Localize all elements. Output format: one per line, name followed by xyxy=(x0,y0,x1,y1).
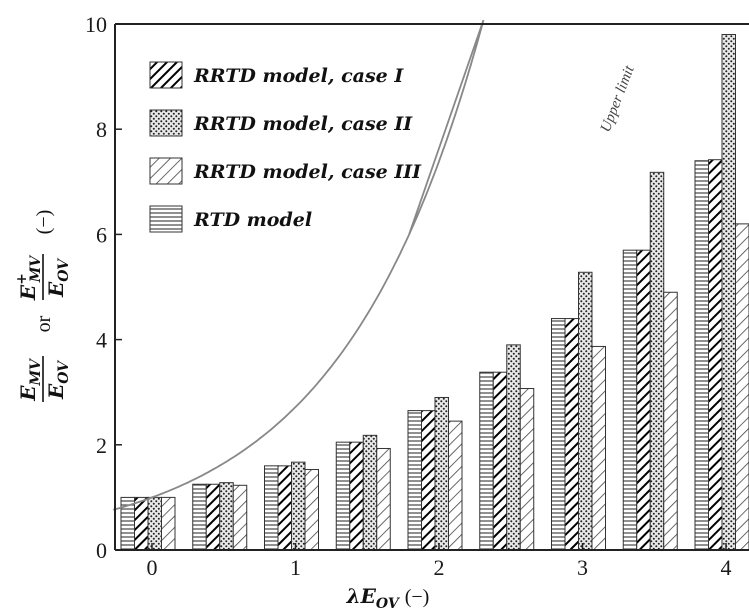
bar-rrtd-model-case-i-3 xyxy=(349,441,364,551)
bar-rrtd-model-case-ii-4 xyxy=(434,396,449,551)
bar-rtd-model-5 xyxy=(479,371,494,551)
bar-rrtd-model-case-ii-2 xyxy=(291,461,306,551)
y-axis-label: EMV EOV or E+MV EOV (−) xyxy=(14,210,72,402)
y-label-num2-sub: MV xyxy=(28,254,44,283)
bar-rtd-model-7 xyxy=(622,249,638,551)
x-tick-label-2: 2 xyxy=(434,555,445,580)
bar-rtd-model-3 xyxy=(335,441,351,551)
x-tick-label-4: 4 xyxy=(721,555,732,580)
bar-rrtd-model-case-iii-3 xyxy=(376,447,391,551)
bar-rtd-model-2 xyxy=(264,465,279,551)
bar-rtd-model-8 xyxy=(694,160,709,551)
bar-rrtd-model-case-ii-1 xyxy=(219,482,234,551)
legend-label-rrtd-model-case-ii: RRTD model, case II xyxy=(193,113,413,135)
y-tick-label-4: 8 xyxy=(96,117,107,142)
svg-text:EOV: EOV xyxy=(44,359,72,400)
legend-swatch-rrtd-model-case-ii xyxy=(149,109,183,137)
bar-rtd-model-4 xyxy=(407,410,422,551)
y-label-num2-sup: + xyxy=(14,273,30,285)
legend-label-rrtd-model-case-iii: RRTD model, case III xyxy=(193,161,422,183)
legend-swatch-rrtd-model-case-iii xyxy=(149,157,183,185)
bar-rrtd-model-case-iii-6 xyxy=(591,345,606,551)
y-tick-label-3: 6 xyxy=(96,222,107,247)
bar-rrtd-model-case-iii-4 xyxy=(448,420,463,551)
bar-rrtd-model-case-ii-6 xyxy=(578,271,593,551)
y-label-or: or xyxy=(33,315,55,332)
bar-rrtd-model-case-ii-7 xyxy=(649,171,665,551)
y-label-unit: (−) xyxy=(33,210,55,235)
y-tick-label-1: 2 xyxy=(96,433,107,458)
bar-rrtd-model-case-iii-1 xyxy=(232,484,248,551)
bar-rrtd-model-case-i-8 xyxy=(708,159,723,551)
bar-rrtd-model-case-ii-0 xyxy=(147,496,162,551)
bar-rrtd-model-case-i-0 xyxy=(134,496,149,551)
legend-swatch-rrtd-model-case-i xyxy=(149,61,183,89)
svg-text:E+MV: E+MV xyxy=(14,254,44,301)
upper-limit-label: Upper limit xyxy=(598,63,638,134)
bar-rrtd-model-case-i-2 xyxy=(277,465,292,551)
legend-swatch-rtd-model xyxy=(149,205,183,233)
svg-text:EMV: EMV xyxy=(16,357,44,402)
bar-rrtd-model-case-ii-5 xyxy=(506,344,521,551)
x-tick-label-1: 1 xyxy=(290,555,301,580)
bar-rrtd-model-case-i-5 xyxy=(492,371,508,551)
y-label-den2-sub: OV xyxy=(56,257,72,282)
bar-rrtd-model-case-iii-2 xyxy=(304,469,319,551)
bar-rrtd-model-case-i-7 xyxy=(636,249,651,551)
bar-rrtd-model-case-i-6 xyxy=(564,318,579,551)
ticks: 0 2 4 6 8 10 0 1 2 3 4 xyxy=(85,12,732,580)
y-label-num2: E xyxy=(16,284,40,301)
bar-rrtd-model-case-iii-5 xyxy=(519,388,535,551)
legend-label-rrtd-model-case-i: RRTD model, case I xyxy=(193,65,404,87)
bars-group xyxy=(120,34,749,551)
x-tick-label-3: 3 xyxy=(577,555,588,580)
axes xyxy=(114,23,749,551)
y-label-den2: E xyxy=(44,281,68,298)
bar-rrtd-model-case-i-4 xyxy=(421,410,436,551)
x-axis-label-sub: OV xyxy=(376,596,401,609)
y-label-den1-sub: OV xyxy=(56,359,72,384)
y-tick-label-2: 4 xyxy=(96,328,107,353)
bar-rrtd-model-case-ii-8 xyxy=(721,34,736,551)
bar-rrtd-model-case-ii-3 xyxy=(362,434,378,551)
bar-rrtd-model-case-i-1 xyxy=(205,483,221,551)
bar-rtd-model-6 xyxy=(551,318,566,551)
x-axis-label-main: λE xyxy=(346,584,377,608)
bar-rrtd-model-case-iii-0 xyxy=(161,496,176,551)
y-label-num1: E xyxy=(16,385,40,402)
bar-rrtd-model-case-iii-8 xyxy=(735,223,749,551)
legend: RRTD model, case I RRTD model, case II RRT… xyxy=(149,61,422,233)
legend-label-rtd-model: RTD model xyxy=(193,209,312,231)
bar-rrtd-model-case-iii-7 xyxy=(663,291,678,551)
y-label-den1: E xyxy=(44,383,68,400)
upper-limit-curve xyxy=(113,19,485,511)
bar-rtd-model-1 xyxy=(192,483,207,551)
y-tick-label-0: 0 xyxy=(96,538,107,563)
y-tick-label-5: 10 xyxy=(85,12,107,37)
y-label-num1-sub: MV xyxy=(28,357,44,386)
x-axis-label: λEOV (−) xyxy=(346,584,430,609)
x-axis-label-unit: (−) xyxy=(405,586,430,608)
x-tick-label-0: 0 xyxy=(147,555,158,580)
svg-text:EOV: EOV xyxy=(44,257,72,298)
